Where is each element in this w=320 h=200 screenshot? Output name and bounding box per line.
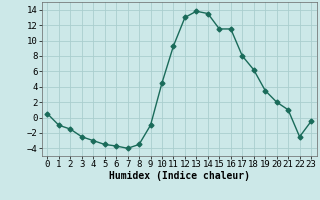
X-axis label: Humidex (Indice chaleur): Humidex (Indice chaleur) <box>109 171 250 181</box>
